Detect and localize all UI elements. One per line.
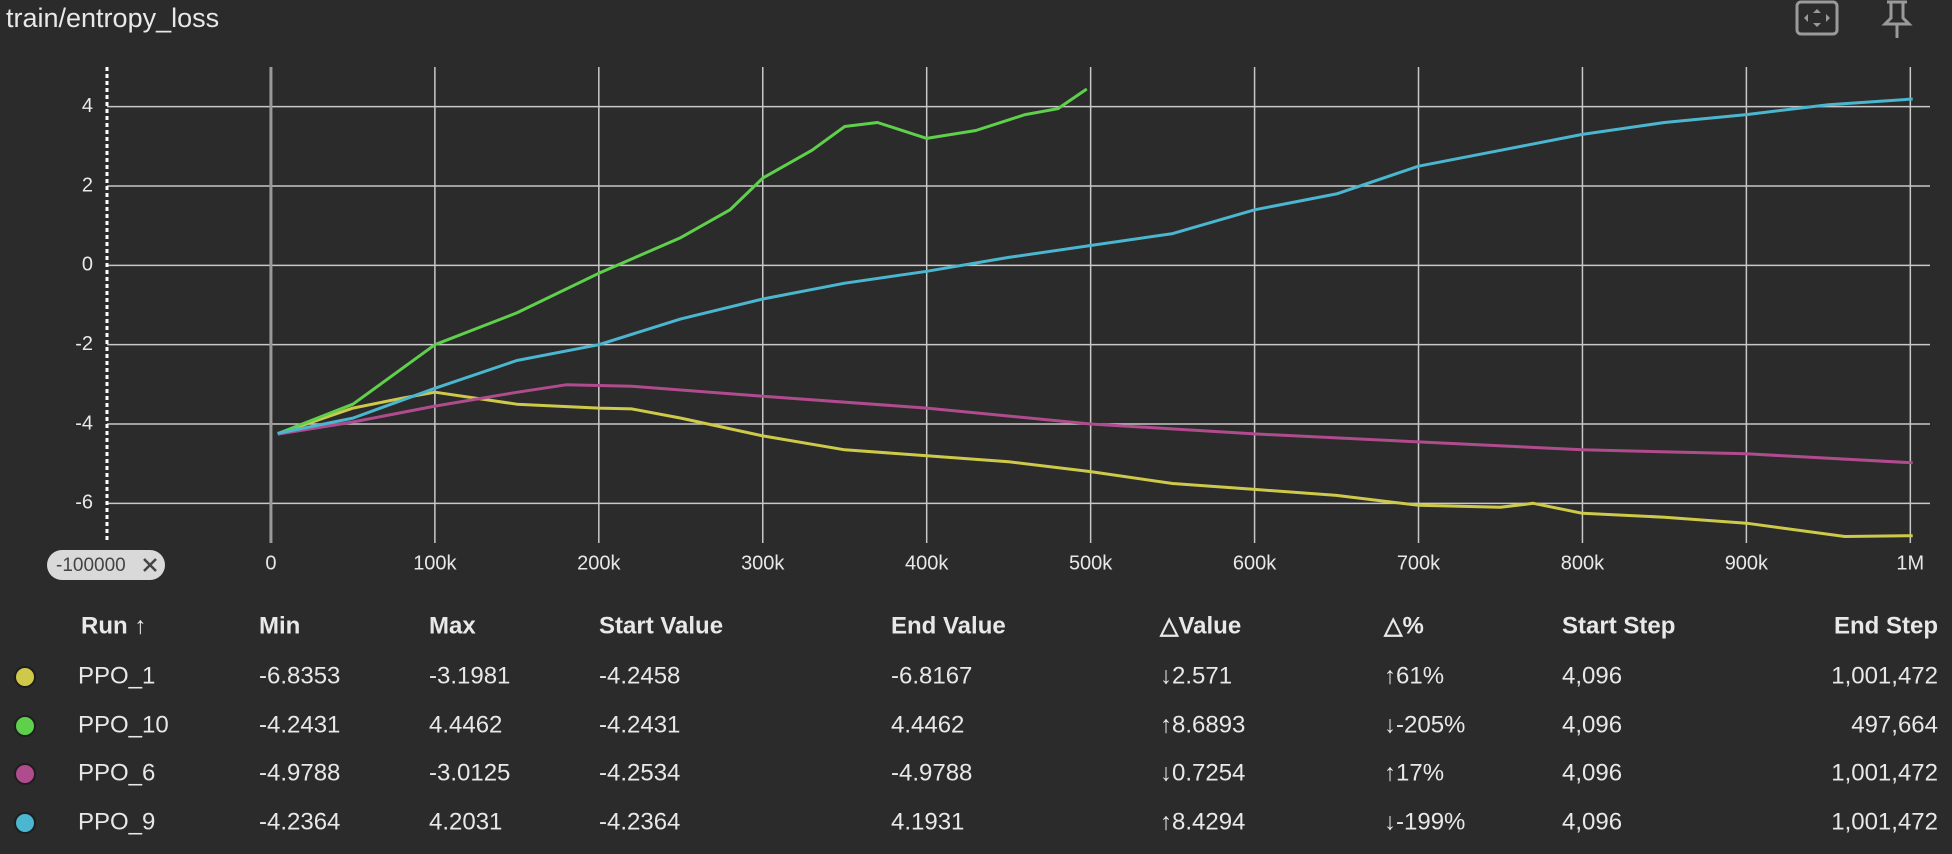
column-header: Max [429,612,476,639]
run-color-dot [14,666,36,688]
column-header: △% [1383,612,1424,639]
table-cell: ↓2.571 [1160,662,1232,689]
table-cell: ↑17% [1384,759,1444,786]
series-line [277,390,1913,538]
x-tick-label: 700k [1397,552,1441,574]
table-cell: PPO_10 [78,711,169,738]
table-cell: 1,001,472 [1831,662,1938,689]
table-cell: 4,096 [1562,711,1622,738]
table-cell: -3.1981 [429,662,510,689]
table-cell: -6.8167 [891,662,972,689]
run-color-dot [14,812,36,834]
data-table: Run ↑ Min Max Start Value End Value △Value △% S… [14,612,1938,835]
column-header: End Value [891,612,1006,639]
run-color-dot [14,715,36,737]
plot-area: -6 -4 -2 0 2 4 0 100k 200k 300k 400k 500k 600k 700k 80… [75,67,1930,574]
table-cell: 1,001,472 [1831,759,1938,786]
table-cell: ↓-199% [1384,808,1465,835]
x-tick-label: 300k [741,552,785,574]
pin-button[interactable] [1881,0,1913,38]
table-cell: 4.4462 [891,711,964,738]
table-cell: -4.2431 [259,711,340,738]
column-header: Start Value [599,612,723,639]
table-cell: 497,664 [1851,711,1938,738]
y-tick-label: 2 [82,174,93,196]
x-tick-label: 800k [1561,552,1605,574]
column-header: △Value [1159,612,1241,639]
series-line [277,97,1913,435]
column-header: Start Step [1562,612,1675,639]
x-tick-label: 1M [1896,552,1924,574]
table-cell: 4,096 [1562,662,1622,689]
table-cell: PPO_1 [78,662,155,689]
table-cell: ↑8.6893 [1160,711,1245,738]
x-tick-label: 200k [577,552,621,574]
range-chip[interactable]: -100000 [47,550,165,580]
x-tick-label: 900k [1725,552,1769,574]
table-cell: -4.2364 [259,808,340,835]
table-cell: ↑8.4294 [1160,808,1245,835]
y-tick-label: 0 [82,254,93,276]
table-cell: PPO_9 [78,808,155,835]
table-cell: PPO_6 [78,759,155,786]
table-cell: 4,096 [1562,808,1622,835]
series-line [277,383,1913,465]
range-chip-label: -100000 [56,555,126,576]
table-cell: -4.2431 [599,711,680,738]
table-cell: ↓0.7254 [1160,759,1245,786]
table-cell: -4.9788 [259,759,340,786]
table-cell: -4.2534 [599,759,680,786]
x-tick-label: 600k [1233,552,1277,574]
fullscreen-button[interactable] [1795,0,1839,36]
x-tick-label: 100k [413,552,457,574]
column-header: End Step [1834,612,1938,639]
chart-title: train/entropy_loss [6,3,219,33]
y-tick-label: 4 [82,95,93,117]
table-cell: 4.2031 [429,808,502,835]
table-cell: 4.1931 [891,808,964,835]
table-cell: -4.9788 [891,759,972,786]
table-cell: -4.2458 [599,662,680,689]
x-tick-label: 400k [905,552,949,574]
table-cell: ↑61% [1384,662,1444,689]
table-cell: -4.2364 [599,808,680,835]
y-tick-label: -4 [75,412,93,434]
x-tick-label: 500k [1069,552,1113,574]
table-cell: -6.8353 [259,662,340,689]
y-tick-label: -6 [75,492,93,514]
column-header: Min [259,612,300,639]
table-cell: 4,096 [1562,759,1622,786]
table-cell: 4.4462 [429,711,502,738]
series-line [277,87,1088,435]
column-header: Run ↑ [81,612,146,639]
y-tick-label: -2 [75,333,93,355]
run-color-dot [14,763,36,785]
table-cell: 1,001,472 [1831,808,1938,835]
x-tick-label: 0 [265,552,276,574]
table-cell: ↓-205% [1384,711,1465,738]
table-cell: -3.0125 [429,759,510,786]
